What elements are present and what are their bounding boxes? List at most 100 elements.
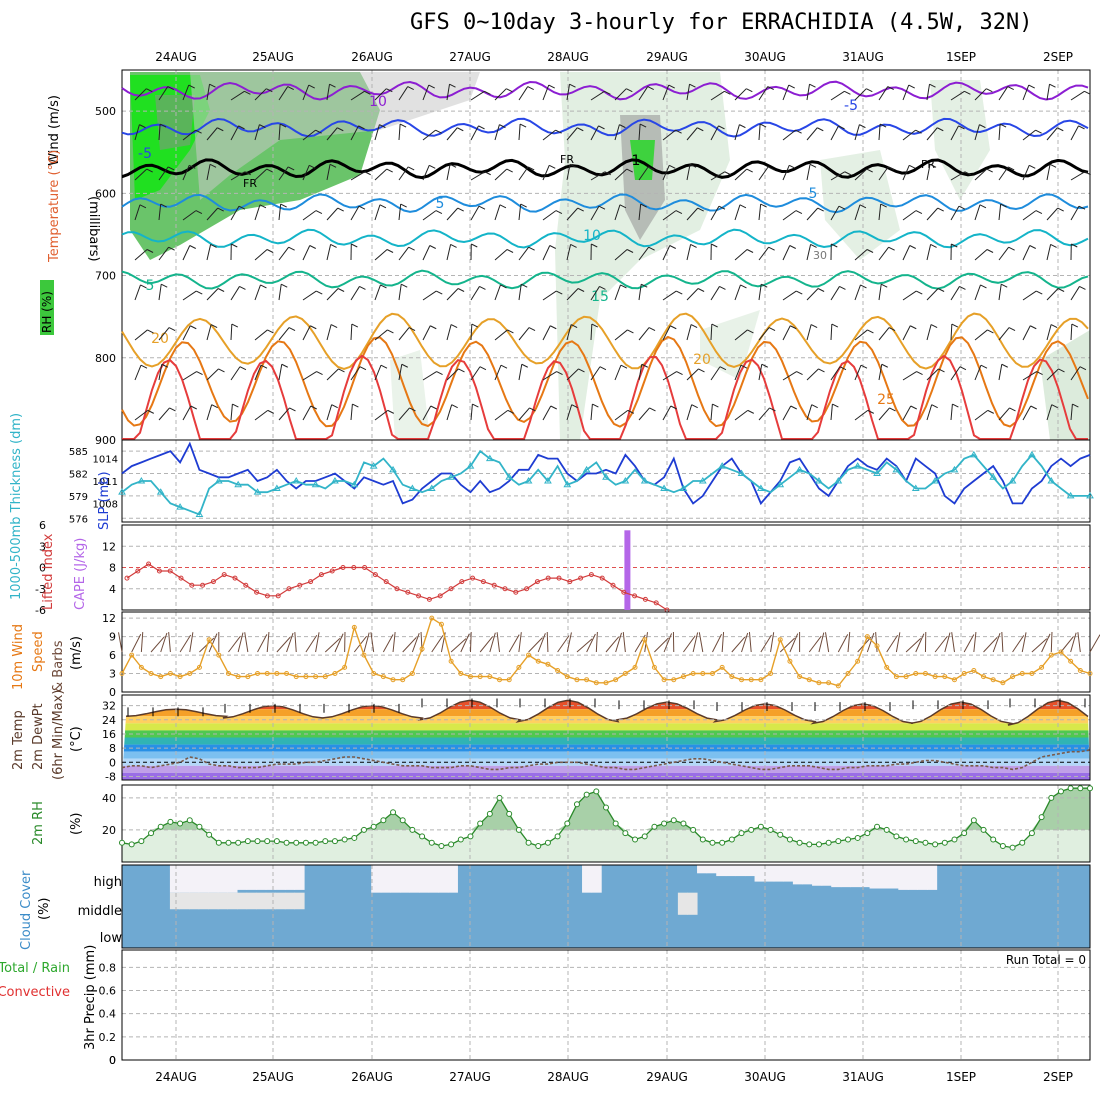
wind-barb-flag	[952, 404, 958, 407]
wind-barb	[831, 324, 832, 340]
precip-frame	[122, 950, 1090, 1060]
wind-barb	[1047, 288, 1058, 300]
wind-barb	[255, 330, 267, 340]
wind-barb	[807, 208, 818, 220]
wind-barb	[375, 285, 380, 300]
temp2m-units: (°C)	[69, 726, 84, 752]
wind-barb-flag	[867, 330, 873, 333]
wind-barb	[615, 410, 628, 420]
wind-barb-flag	[479, 126, 485, 129]
pressure-tick-label: 900	[95, 434, 116, 447]
rh2m-marker	[671, 818, 676, 823]
wind-barb-flag	[316, 291, 322, 294]
wind-barb	[735, 250, 747, 260]
wind-barb	[447, 164, 450, 180]
rh2m-marker	[662, 821, 667, 826]
wind-barb-flag	[1058, 208, 1064, 211]
wind-barb-flag	[400, 124, 406, 127]
wind-barb-flag	[818, 208, 824, 211]
wind10-barb	[180, 635, 191, 652]
wind-barb	[951, 206, 959, 220]
rh2m-marker	[139, 839, 144, 844]
wind-barb-flag	[316, 211, 322, 214]
wind-barb-flag	[1036, 211, 1042, 214]
wind10-label-a: 10m Wind	[11, 624, 26, 690]
rh2m-marker	[410, 827, 415, 832]
rh2m-marker	[768, 827, 773, 832]
rh2m-marker	[342, 837, 347, 842]
rh2m-marker	[826, 840, 831, 845]
rh2m-marker	[865, 831, 870, 836]
wind-barb	[735, 125, 739, 140]
wind-barb	[471, 324, 472, 340]
rh2m-marker	[807, 842, 812, 847]
date-label-bottom: 31AUG	[842, 1070, 884, 1084]
wind-barb	[447, 244, 451, 260]
rh2m-marker	[439, 843, 444, 848]
wind-barb-flag	[1029, 165, 1035, 168]
wind-barb	[279, 284, 281, 300]
temp-band	[122, 723, 1090, 730]
rh2m-marker	[274, 839, 279, 844]
wind-barb	[375, 205, 380, 220]
wind-barb	[495, 89, 506, 100]
wind-barb	[375, 250, 387, 260]
wind10-barb	[1071, 633, 1077, 652]
wind10-barb	[306, 635, 317, 652]
precip-total-label: Total / Rain	[0, 961, 70, 976]
wind10-barb	[945, 633, 950, 652]
cloud-cell	[295, 865, 305, 890]
wind-barb	[1047, 325, 1051, 340]
wind-barb	[447, 208, 458, 220]
wind-barb-flag	[691, 325, 697, 328]
wind-barb	[543, 245, 550, 260]
wind-barb	[807, 325, 811, 340]
rh2m-marker	[284, 840, 289, 845]
wind-barb-flag	[909, 165, 915, 168]
rh2m-marker	[923, 840, 928, 845]
rh2m-marker	[497, 795, 502, 800]
rh2m-marker	[149, 831, 154, 836]
wind-barb	[903, 245, 910, 260]
wind10-barb	[984, 637, 998, 652]
rh2m-marker	[594, 789, 599, 794]
rh2m-marker	[710, 840, 715, 845]
rh2m-marker	[758, 824, 763, 829]
wind-barb-flag	[959, 286, 965, 289]
rh2m-marker	[245, 839, 250, 844]
wind-barb	[327, 325, 331, 340]
wind-barb	[999, 204, 1001, 220]
rh2m-marker	[565, 821, 570, 826]
wind-barb	[759, 167, 768, 180]
date-label-top: 28AUG	[547, 50, 589, 64]
wind10-units: (m/s)	[69, 636, 84, 670]
wind-barb	[855, 410, 868, 420]
rh2m-marker	[846, 837, 851, 842]
wind-barb-flag	[1008, 87, 1014, 90]
wind-barb-flag	[430, 326, 436, 329]
wind-barb-flag	[790, 245, 796, 248]
rh2m-marker	[362, 827, 367, 832]
rh2m-units: (%)	[69, 813, 84, 836]
wind-barb-flag	[910, 326, 916, 329]
wind-barb-flag	[691, 244, 697, 247]
wind-barb-flag	[987, 330, 993, 333]
wind-barb	[375, 169, 387, 180]
isotherm-label: 25	[877, 392, 895, 408]
wind-barb-flag	[1029, 85, 1035, 88]
wind-barb-flag	[859, 125, 865, 128]
wind10-barb	[490, 633, 496, 652]
wind-barb	[975, 330, 987, 340]
wind10-barb	[295, 632, 296, 652]
wind-barb	[399, 328, 409, 340]
rh2m-marker	[971, 818, 976, 823]
rh2m-marker	[1068, 786, 1073, 791]
wind-barb	[1023, 291, 1036, 300]
wind-barb-flag	[627, 330, 633, 333]
wind-barb	[1023, 326, 1030, 340]
wind-barb	[495, 169, 507, 180]
wind-barb	[495, 125, 499, 140]
cape-label: CAPE (J/kg)	[73, 538, 88, 610]
